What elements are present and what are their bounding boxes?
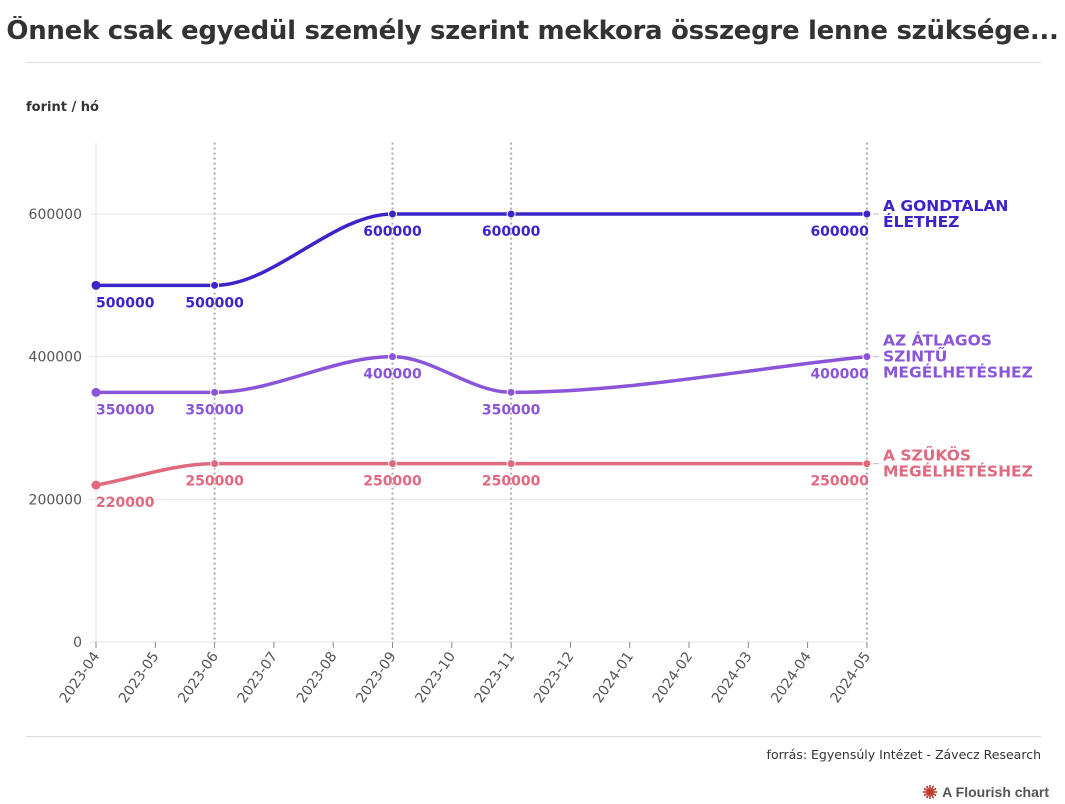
data-label: 350000 <box>185 402 244 418</box>
y-tick-label: 200000 <box>29 492 82 508</box>
data-point <box>91 387 101 397</box>
header-divider <box>26 62 1041 63</box>
data-label: 600000 <box>810 224 869 240</box>
x-tick-label: 2023-09 <box>353 649 400 706</box>
y-tick-label: 600000 <box>29 207 82 223</box>
x-tick-label: 2023-11 <box>472 649 519 706</box>
series-line <box>94 354 869 395</box>
data-label: 250000 <box>185 474 244 490</box>
data-point <box>388 209 397 219</box>
x-tick-label: 2023-06 <box>175 649 222 706</box>
data-label: 250000 <box>810 474 869 490</box>
flourish-burst-icon <box>923 785 938 799</box>
data-point <box>862 459 872 469</box>
data-label: 400000 <box>810 367 869 383</box>
y-axis-label: forint / hó <box>26 100 99 115</box>
series-name-label: AZ ÁTLAGOS <box>883 331 992 350</box>
data-point <box>210 387 220 397</box>
series-name-label: MEGÉLHETÉSHEZ <box>883 363 1033 382</box>
x-tick-label: 2024-05 <box>828 649 875 706</box>
x-tick-label: 2023-10 <box>412 649 459 706</box>
x-tick-label: 2024-01 <box>590 649 637 706</box>
data-label: 350000 <box>96 402 155 418</box>
data-point <box>506 209 516 219</box>
data-point <box>506 387 516 397</box>
data-point <box>506 459 516 469</box>
chart-title: Önnek csak egyedül személy szerint mekko… <box>6 16 1059 46</box>
x-tick-label: 2023-04 <box>57 649 104 706</box>
x-tick-label: 2023-05 <box>116 649 163 706</box>
line-chart: 0 200000 400000 600000 2023-04 2023-05 2023-06… <box>29 142 1033 706</box>
series-line <box>94 212 869 288</box>
series-name-label: A GONDTALAN <box>883 197 1008 215</box>
series-name-label: SZINTŰ <box>883 346 947 366</box>
x-tick-label: 2024-02 <box>650 649 697 706</box>
data-point <box>388 352 397 362</box>
flourish-burst-center <box>927 789 933 795</box>
x-tick-label: 2024-03 <box>709 649 756 706</box>
data-label: 600000 <box>363 224 422 240</box>
data-label: 250000 <box>482 474 541 490</box>
y-tick-label: 400000 <box>29 350 82 366</box>
data-point <box>210 280 220 290</box>
series-name-label: A SZŰKÖS <box>883 445 971 465</box>
data-point <box>862 352 872 362</box>
data-label: 350000 <box>482 402 541 418</box>
data-label: 500000 <box>185 295 244 311</box>
data-point <box>862 209 872 219</box>
series-name-label: ÉLETHEZ <box>883 212 959 231</box>
flourish-credit-label: A Flourish chart <box>942 784 1049 800</box>
data-label: 500000 <box>96 295 155 311</box>
y-tick-label: 0 <box>73 635 82 651</box>
x-tick-label: 2024-04 <box>768 649 815 706</box>
source-note: forrás: Egyensúly Intézet - Závecz Resea… <box>766 747 1041 762</box>
footer-divider <box>26 736 1041 737</box>
flourish-credit-link[interactable]: A Flourish chart <box>922 784 1049 800</box>
x-tick-label: 2023-07 <box>235 649 282 706</box>
x-tick-label: 2023-12 <box>531 649 578 706</box>
series-line <box>94 461 869 487</box>
data-point <box>91 280 101 290</box>
data-label: 220000 <box>96 495 155 511</box>
data-point <box>210 459 220 469</box>
x-tick-label: 2023-08 <box>294 649 341 706</box>
data-label: 400000 <box>363 367 422 383</box>
data-label: 250000 <box>363 474 422 490</box>
data-point <box>91 480 101 490</box>
data-point <box>388 459 397 469</box>
data-label: 600000 <box>482 224 541 240</box>
series-name-label: MEGÉLHETÉSHEZ <box>883 462 1033 481</box>
